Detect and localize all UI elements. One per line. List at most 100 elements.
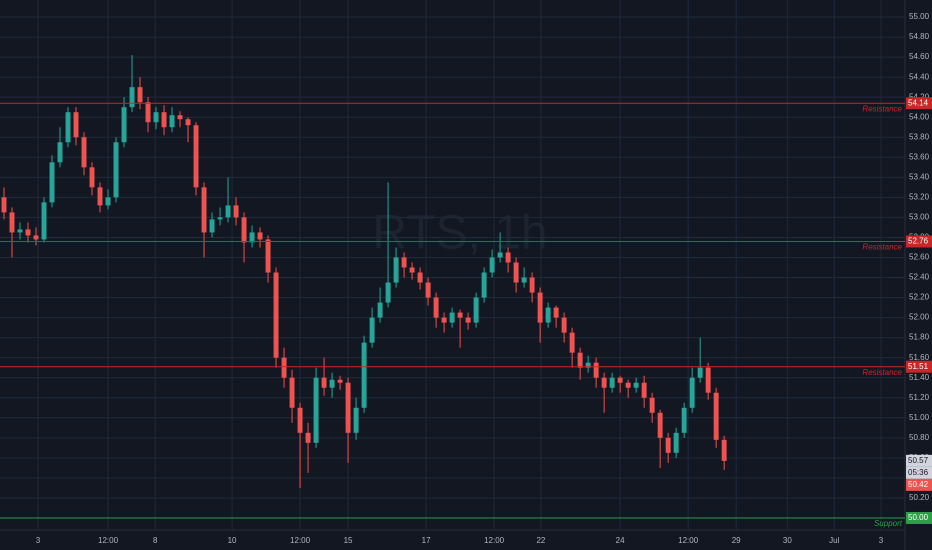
candle-body [57,142,63,163]
candle-body [705,367,711,393]
candle-body [233,205,239,218]
y-tick-label: 53.20 [909,192,930,201]
candle-body [185,119,191,126]
y-tick-label: 54.20 [909,92,930,101]
level-tag [906,97,932,110]
candle-body [681,407,687,433]
x-tick-label: 29 [732,536,741,545]
candle-body [265,239,271,273]
y-tick-label: 52.00 [909,313,930,322]
y-tick-label: 54.60 [909,52,930,61]
y-tick-label: 54.00 [909,112,930,121]
level-tag-label: 54.14 [908,98,929,107]
candle-body [369,317,375,343]
candle-body [209,219,215,233]
y-tick-label: 53.40 [909,172,930,181]
y-tick-label: 51.80 [909,333,930,342]
price-tag-label: 50.42 [908,480,929,489]
candle-body [241,217,247,243]
candle-body [673,432,679,453]
y-tick-label: 51.00 [909,413,930,422]
level-tag [906,360,932,373]
candle-body [361,342,367,408]
candle-body [585,362,591,368]
candle-body [217,217,223,220]
candle-body [9,212,15,233]
candle-body [321,377,327,388]
candle-body [97,187,103,206]
y-tick-label: 50.20 [909,493,930,502]
candle-body [441,317,447,323]
candle-body [313,377,319,443]
candle-body [249,232,255,243]
x-tick-label: Jul [829,536,839,545]
candle-body [465,317,471,323]
candle-body [33,235,39,240]
candle-body [633,382,639,388]
candle-body [41,202,47,240]
candle-body [337,379,343,383]
x-tick-label: 22 [536,536,545,545]
candle-body [713,392,719,440]
candle-body [273,272,279,358]
level-tag-label: 50.00 [908,513,929,522]
y-tick-label: 51.60 [909,353,930,362]
x-tick-label: 30 [783,536,792,545]
candle-body [593,362,599,378]
watermark: RTS, 1h [372,207,547,260]
candle-body [617,377,623,383]
candle-body [81,137,87,168]
y-tick-label: 54.40 [909,72,930,81]
y-tick-label: 55.00 [909,12,930,21]
candle-body [193,125,199,188]
candle-body [657,412,663,438]
x-tick-label: 12:00 [678,536,699,545]
y-tick-label: 53.60 [909,152,930,161]
countdown-label: 05:36 [908,468,929,477]
candle-body [697,367,703,378]
candle-body [529,277,535,293]
candle-body [721,439,727,461]
candle-body [513,262,519,283]
candle-body [489,257,495,273]
x-tick-label: 12:00 [484,536,505,545]
candle-body [137,87,143,103]
candle-body [225,205,231,218]
candle-body [425,282,431,298]
candle-body [377,302,383,318]
x-tick-label: 12:00 [98,536,119,545]
candle-body [305,432,311,443]
candle-body [641,382,647,398]
candle-body [561,317,567,333]
level-name: Resistance [862,243,902,252]
candle-body [129,87,135,108]
x-tick-label: 12:00 [290,536,311,545]
candle-body [329,379,335,388]
candle-body [449,312,455,323]
candle-body [25,229,31,236]
y-tick-label: 52.20 [909,293,930,302]
candle-body [113,142,119,198]
x-tick-label: 17 [422,536,431,545]
y-tick-label: 53.00 [909,213,930,222]
candle-body [401,257,407,268]
candle-body [65,112,71,143]
candle-body [417,272,423,283]
x-tick-label: 15 [344,536,353,545]
level-name: Support [874,519,903,528]
candle-body [521,277,527,283]
last-price-label: 50.57 [908,456,929,465]
candle-body [89,167,95,188]
y-tick-label: 54.80 [909,32,930,41]
candle-body [393,257,399,283]
y-tick-label: 52.60 [909,253,930,262]
candle-body [577,352,583,368]
x-tick-label: 3 [36,536,41,545]
price-tag [906,478,932,491]
candle-body [145,102,151,123]
candle-body [1,197,7,213]
y-tick-label: 50.80 [909,433,930,442]
level-tag-label: 52.76 [908,237,929,246]
y-tick-label: 52.40 [909,273,930,282]
